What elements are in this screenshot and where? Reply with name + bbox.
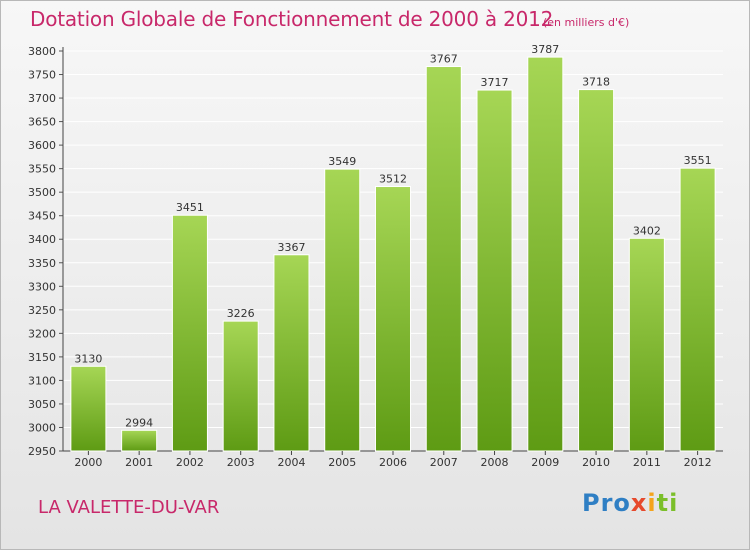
y-tick-label: 3300 [28,280,56,293]
y-tick-label: 3650 [28,116,56,129]
data-label-2000: 3130 [74,352,102,365]
y-tick-label: 3150 [28,351,56,364]
data-label-2002: 3451 [176,201,204,214]
x-tick-label: 2005 [328,456,356,469]
x-tick-label: 2003 [227,456,255,469]
bar-2008 [476,89,513,452]
x-tick-label: 2004 [277,456,305,469]
y-tick-label: 3700 [28,92,56,105]
bar-2003 [222,320,259,452]
y-tick-label: 3100 [28,374,56,387]
bar-2006 [374,186,412,452]
x-tick-label: 2000 [74,456,102,469]
y-tick-label: 2950 [28,445,56,458]
y-tick-label: 3600 [28,139,56,152]
chart-subtitle: (en milliers d'€) [543,16,630,29]
data-labels: 3130 2994 3451 3226 3367 3549 3512 3767 3717 3787… [74,43,711,429]
data-label-2011: 3402 [633,224,661,237]
x-tick-label: 2011 [633,456,661,469]
bar-2011 [628,237,665,452]
y-tick-label: 3000 [28,421,56,434]
x-tick-label: 2007 [430,456,458,469]
x-tick-label: 2012 [684,456,712,469]
y-tick-label: 3400 [28,233,56,246]
bars [70,56,716,452]
place-name: LA VALETTE-DU-VAR [38,497,220,518]
data-label-2008: 3717 [481,76,509,89]
y-tick-label: 3250 [28,304,56,317]
bar-2010 [578,89,615,452]
data-label-2001: 2994 [125,416,153,429]
data-label-2009: 3787 [531,43,559,56]
chart-title: Dotation Globale de Fonctionnement de 20… [30,7,554,31]
x-tick-label: 2002 [176,456,204,469]
x-tick-label: 2010 [582,456,610,469]
proxiti-logo: Proxiti [582,489,679,517]
bar-2012 [679,167,716,452]
y-tick-label: 3500 [28,186,56,199]
y-tick-label: 3800 [28,45,56,58]
x-tick-label: 2009 [531,456,559,469]
y-tick-label: 3350 [28,257,56,270]
data-label-2005: 3549 [328,155,356,168]
x-tick-label: 2001 [125,456,153,469]
data-label-2007: 3767 [430,53,458,66]
x-tick-labels: 2000 2001 2002 2003 2004 2005 2006 2007 2008 2009… [74,451,712,469]
bar-2007 [425,66,462,452]
y-tick-label: 3050 [28,398,56,411]
y-tick-label: 3200 [28,327,56,340]
bar-2001 [121,429,158,452]
data-label-2004: 3367 [277,241,305,254]
bar-2004 [273,254,310,452]
y-tick-label: 3550 [28,163,56,176]
y-tick-labels: 2950 3000 3050 3100 3150 3200 3250 3300 3350 3400… [28,45,56,458]
x-tick-label: 2008 [481,456,509,469]
y-tick-label: 3750 [28,69,56,82]
bar-2002 [171,214,208,452]
data-label-2012: 3551 [684,154,712,167]
data-label-2006: 3512 [379,173,407,186]
bar-2009 [527,56,564,452]
data-label-2003: 3226 [227,307,255,320]
y-tick-label: 3450 [28,210,56,223]
x-tick-label: 2006 [379,456,407,469]
bar-2005 [324,168,361,452]
data-label-2010: 3718 [582,76,610,89]
bar-2000 [70,365,107,452]
